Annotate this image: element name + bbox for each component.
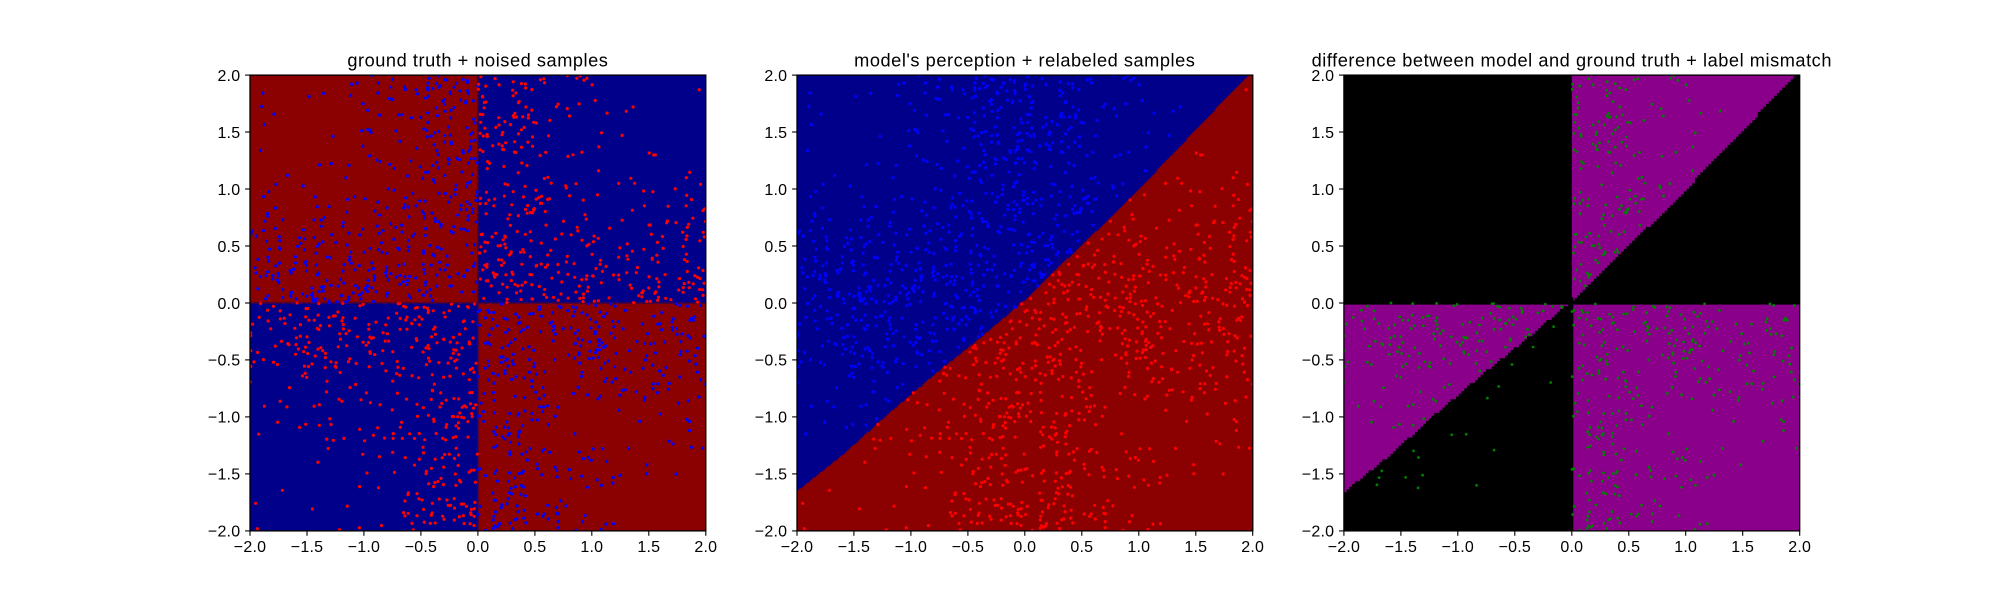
svg-text:−0.5: −0.5 [952,539,984,556]
svg-text:0.0: 0.0 [466,539,489,556]
svg-text:−0.5: −0.5 [1499,539,1531,556]
svg-text:1.0: 1.0 [1311,182,1334,199]
svg-text:−2.0: −2.0 [1302,524,1334,541]
svg-text:2.0: 2.0 [1788,539,1811,556]
svg-text:−2.0: −2.0 [234,539,266,556]
svg-text:0.5: 0.5 [523,539,546,556]
svg-text:1.0: 1.0 [1674,539,1697,556]
svg-text:1.0: 1.0 [764,182,787,199]
svg-text:−1.5: −1.5 [1385,539,1417,556]
svg-text:−2.0: −2.0 [208,524,240,541]
svg-text:0.0: 0.0 [1311,296,1334,313]
svg-text:−1.5: −1.5 [755,467,787,484]
svg-text:−1.0: −1.0 [348,539,380,556]
svg-text:model's perception + relabeled: model's perception + relabeled samples [854,51,1195,71]
svg-text:−1.5: −1.5 [838,539,870,556]
svg-text:−1.0: −1.0 [1302,410,1334,427]
svg-text:0.5: 0.5 [1070,539,1093,556]
svg-text:0.5: 0.5 [1617,539,1640,556]
svg-text:−2.0: −2.0 [781,539,813,556]
svg-text:−0.5: −0.5 [1302,353,1334,370]
svg-text:−1.0: −1.0 [208,410,240,427]
svg-text:1.5: 1.5 [1184,539,1207,556]
svg-text:1.5: 1.5 [764,125,787,142]
svg-text:−1.0: −1.0 [1442,539,1474,556]
svg-text:1.5: 1.5 [1731,539,1754,556]
svg-text:−1.0: −1.0 [755,410,787,427]
svg-text:−0.5: −0.5 [405,539,437,556]
svg-text:1.0: 1.0 [580,539,603,556]
svg-text:1.0: 1.0 [1127,539,1150,556]
svg-text:2.0: 2.0 [764,68,787,85]
svg-text:0.5: 0.5 [1311,239,1334,256]
svg-text:−1.0: −1.0 [895,539,927,556]
svg-text:−1.5: −1.5 [208,467,240,484]
svg-text:0.5: 0.5 [217,239,240,256]
svg-text:2.0: 2.0 [1241,539,1264,556]
svg-text:−0.5: −0.5 [755,353,787,370]
svg-text:0.5: 0.5 [764,239,787,256]
svg-text:2.0: 2.0 [1311,68,1334,85]
svg-text:−1.5: −1.5 [1302,467,1334,484]
svg-text:−2.0: −2.0 [755,524,787,541]
svg-text:1.5: 1.5 [637,539,660,556]
svg-text:−2.0: −2.0 [1328,539,1360,556]
svg-text:0.0: 0.0 [1013,539,1036,556]
svg-text:difference between model and g: difference between model and ground trut… [1312,51,1832,71]
svg-text:0.0: 0.0 [1560,539,1583,556]
svg-text:2.0: 2.0 [694,539,717,556]
svg-text:0.0: 0.0 [764,296,787,313]
svg-text:−0.5: −0.5 [208,353,240,370]
svg-text:1.0: 1.0 [217,182,240,199]
svg-text:ground truth + noised samples: ground truth + noised samples [347,51,608,71]
svg-text:1.5: 1.5 [217,125,240,142]
svg-text:−1.5: −1.5 [291,539,323,556]
svg-text:1.5: 1.5 [1311,125,1334,142]
svg-text:2.0: 2.0 [217,68,240,85]
svg-text:0.0: 0.0 [217,296,240,313]
